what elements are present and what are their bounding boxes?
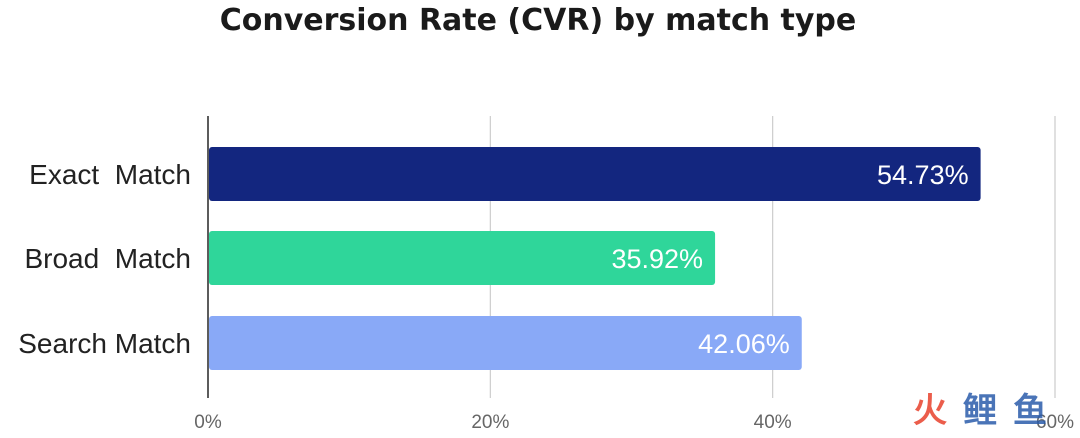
x-tick-label: 20%	[471, 412, 509, 433]
bar	[209, 147, 981, 201]
watermark-char: 火	[913, 391, 947, 431]
category-label: Exact Match	[29, 159, 191, 190]
chart-title: Conversion Rate (CVR) by match type	[220, 3, 857, 38]
x-tick-label: 40%	[754, 412, 792, 433]
category-labels: Exact Match Broad Match Search Match	[18, 159, 191, 359]
bars	[209, 147, 981, 370]
category-label: Broad Match	[24, 243, 191, 274]
data-label: 35.92%	[611, 244, 703, 274]
x-tick-label: 60%	[1036, 412, 1074, 433]
bar	[209, 231, 716, 285]
data-label: 54.73%	[877, 160, 969, 190]
data-labels: 54.73% 35.92% 42.06%	[611, 160, 968, 359]
x-axis-ticks: 0% 20% 40% 60%	[194, 412, 1074, 433]
watermark: 火鲤鱼	[913, 391, 1047, 431]
category-label: Search Match	[18, 328, 191, 359]
data-label: 42.06%	[698, 329, 790, 359]
x-tick-label: 0%	[194, 412, 222, 433]
watermark-char: 鲤	[963, 391, 997, 431]
bar	[209, 316, 802, 370]
watermark-char: 鱼	[1013, 391, 1047, 431]
